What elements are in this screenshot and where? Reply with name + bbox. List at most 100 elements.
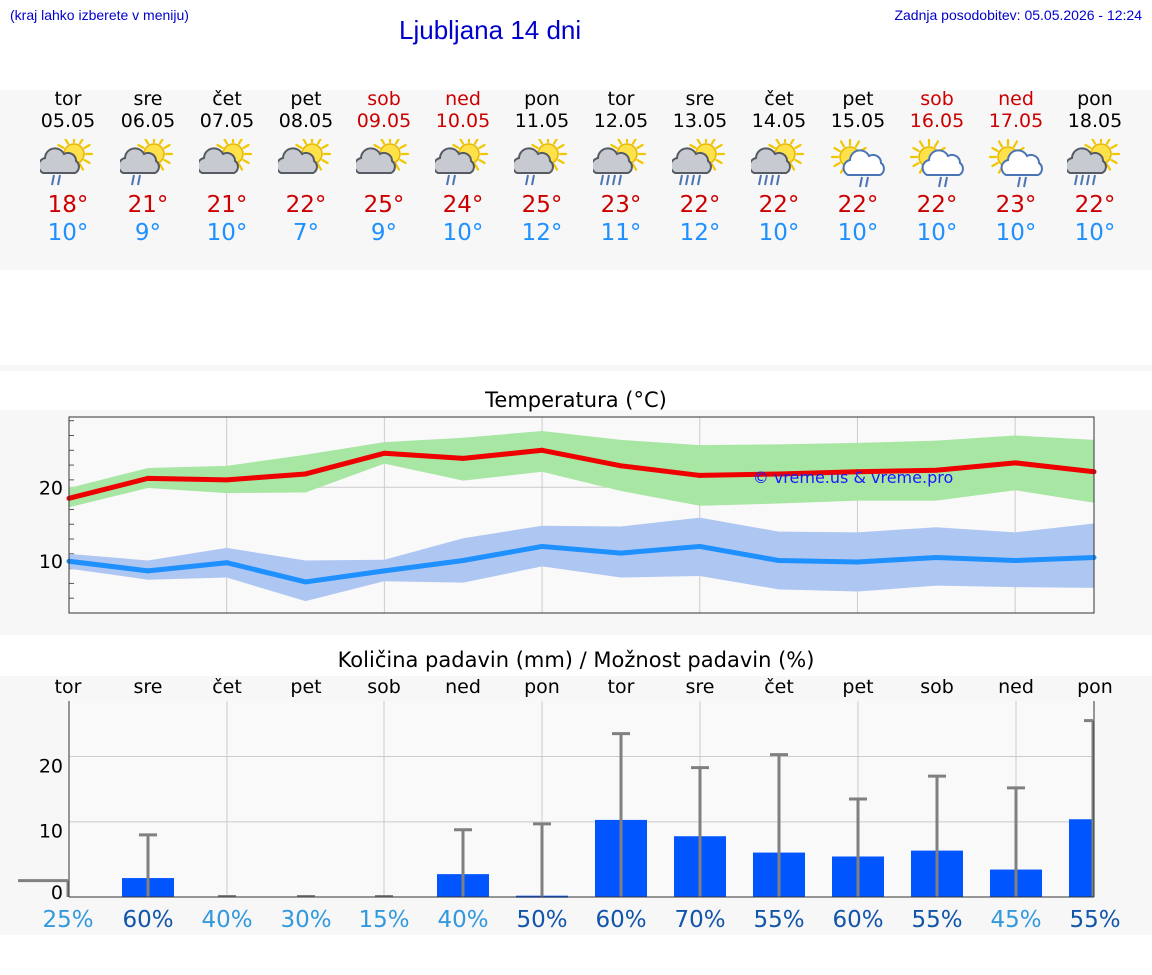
precip-probability: 55% bbox=[1069, 907, 1120, 933]
min-temp: 12° bbox=[521, 220, 563, 246]
day-name: sre bbox=[685, 88, 715, 110]
sun-cloud-light-rain-icon bbox=[120, 139, 174, 186]
temperature-chart-title: Temperatura (°C) bbox=[485, 388, 667, 412]
min-temp: 12° bbox=[679, 220, 721, 246]
y-tick-label: 20 bbox=[39, 755, 63, 777]
forecast-day: tor 12.05 23° 11° bbox=[581, 88, 661, 247]
day-name: pon bbox=[1077, 88, 1113, 110]
temperature-chart: 10 20 © vreme.us & vreme.pro bbox=[39, 416, 1097, 614]
sun-white-cloud-rain-icon bbox=[988, 139, 1043, 188]
precip-day-label: sre bbox=[686, 676, 715, 698]
last-updated: Zadnja posodobitev: 05.05.2026 - 12:24 bbox=[894, 7, 1142, 23]
plot-frame bbox=[68, 416, 1095, 614]
forecast-day: čet 07.05 21° 10° bbox=[187, 88, 267, 247]
precip-day-label: ned bbox=[445, 676, 481, 698]
precip-day-label: tor bbox=[55, 676, 82, 698]
watermark: © vreme.us & vreme.pro bbox=[753, 468, 954, 487]
day-date: 07.05 bbox=[199, 110, 255, 132]
max-temp: 22° bbox=[285, 192, 327, 218]
sun-cloud-icon bbox=[199, 139, 253, 174]
day-name: pet bbox=[842, 88, 874, 110]
min-temp: 11° bbox=[600, 220, 642, 246]
max-temp-point bbox=[460, 455, 466, 461]
sun-white-cloud-rain-icon bbox=[830, 139, 885, 188]
day-date: 05.05 bbox=[40, 110, 96, 132]
max-temp: 18° bbox=[47, 192, 89, 218]
precip-day-label: tor bbox=[608, 676, 635, 698]
day-date: 14.05 bbox=[751, 110, 807, 132]
precip-probability: 60% bbox=[832, 907, 883, 933]
sun-cloud-light-rain-icon bbox=[40, 139, 94, 186]
precip-probability: 40% bbox=[437, 907, 488, 933]
day-name: sre bbox=[133, 88, 163, 110]
forecast-day: pet 15.05 22° 10° bbox=[818, 88, 898, 247]
sun-white-cloud-rain-icon bbox=[909, 139, 964, 188]
forecast-day: pet 08.05 22° 7° bbox=[266, 88, 346, 247]
max-temp: 21° bbox=[206, 192, 248, 218]
precipitation-chart-title: Količina padavin (mm) / Možnost padavin … bbox=[337, 648, 815, 672]
day-name: pon bbox=[524, 88, 560, 110]
min-temp-point bbox=[145, 568, 151, 574]
max-temp-point bbox=[224, 477, 230, 483]
precip-day-label: sob bbox=[367, 676, 401, 698]
day-name: pet bbox=[290, 88, 322, 110]
max-temp: 21° bbox=[127, 192, 169, 218]
max-temp: 23° bbox=[600, 192, 642, 218]
precip-probability: 60% bbox=[595, 907, 646, 933]
min-temp-point bbox=[854, 559, 860, 565]
day-date: 17.05 bbox=[988, 110, 1044, 132]
day-name: tor bbox=[54, 88, 82, 110]
max-temp-point bbox=[303, 471, 309, 477]
min-temp-point bbox=[539, 543, 545, 549]
precip-probability: 45% bbox=[990, 907, 1041, 933]
day-date: 13.05 bbox=[672, 110, 728, 132]
min-temp-point bbox=[776, 557, 782, 563]
precip-probability: 30% bbox=[280, 907, 331, 933]
forecast-day: sob 09.05 25° 9° bbox=[344, 88, 424, 247]
forecast-day: čet 14.05 22° 10° bbox=[739, 88, 819, 247]
page-title: Ljubljana 14 dni bbox=[399, 15, 582, 45]
sun-cloud-icon bbox=[278, 139, 332, 174]
min-temp-point bbox=[933, 555, 939, 561]
day-date: 10.05 bbox=[435, 110, 491, 132]
sun-cloud-rain-icon bbox=[672, 139, 726, 186]
min-temp: 10° bbox=[47, 220, 89, 246]
precipitation-chart: tor sre čet pet sob ned pon tor sre čet pet sob ned p… bbox=[18, 676, 1121, 933]
max-temp: 22° bbox=[916, 192, 958, 218]
day-date: 16.05 bbox=[909, 110, 965, 132]
min-temp: 10° bbox=[442, 220, 484, 246]
precip-day-label: pet bbox=[842, 676, 873, 698]
max-temp-range-band bbox=[69, 431, 1094, 508]
precip-day-label: sob bbox=[920, 676, 954, 698]
precip-probability: 15% bbox=[358, 907, 409, 933]
precip-probability: 70% bbox=[674, 907, 725, 933]
precip-probability: 50% bbox=[516, 907, 567, 933]
y-tick-label: 10 bbox=[39, 821, 63, 843]
day-name: sob bbox=[920, 88, 954, 110]
day-date: 18.05 bbox=[1067, 110, 1123, 132]
y-tick-label: 10 bbox=[39, 551, 63, 573]
max-temp-point bbox=[145, 475, 151, 481]
precip-day-label: čet bbox=[212, 676, 242, 698]
max-temp: 22° bbox=[837, 192, 879, 218]
precip-probability: 60% bbox=[122, 907, 173, 933]
forecast-day: pon 18.05 22° 10° bbox=[1055, 88, 1135, 247]
max-temp-point bbox=[933, 467, 939, 473]
precip-probability: 55% bbox=[911, 907, 962, 933]
region-menu-hint[interactable]: (kraj lahko izberete v meniju) bbox=[10, 7, 189, 23]
precip-probability: 25% bbox=[42, 907, 93, 933]
min-temp-point bbox=[224, 560, 230, 566]
min-temp: 10° bbox=[1074, 220, 1116, 246]
max-temp-point bbox=[539, 447, 545, 453]
day-name: ned bbox=[998, 88, 1034, 110]
min-temp: 9° bbox=[134, 220, 162, 246]
max-temp: 22° bbox=[1074, 192, 1116, 218]
forecast-day: sre 06.05 21° 9° bbox=[108, 88, 188, 247]
day-date: 06.05 bbox=[120, 110, 176, 132]
day-name: čet bbox=[764, 88, 794, 110]
y-tick-label: 0 bbox=[51, 882, 63, 904]
precip-probability: 55% bbox=[753, 907, 804, 933]
max-temp: 23° bbox=[995, 192, 1037, 218]
max-temp-point bbox=[1012, 460, 1018, 466]
precip-day-label: sre bbox=[134, 676, 163, 698]
